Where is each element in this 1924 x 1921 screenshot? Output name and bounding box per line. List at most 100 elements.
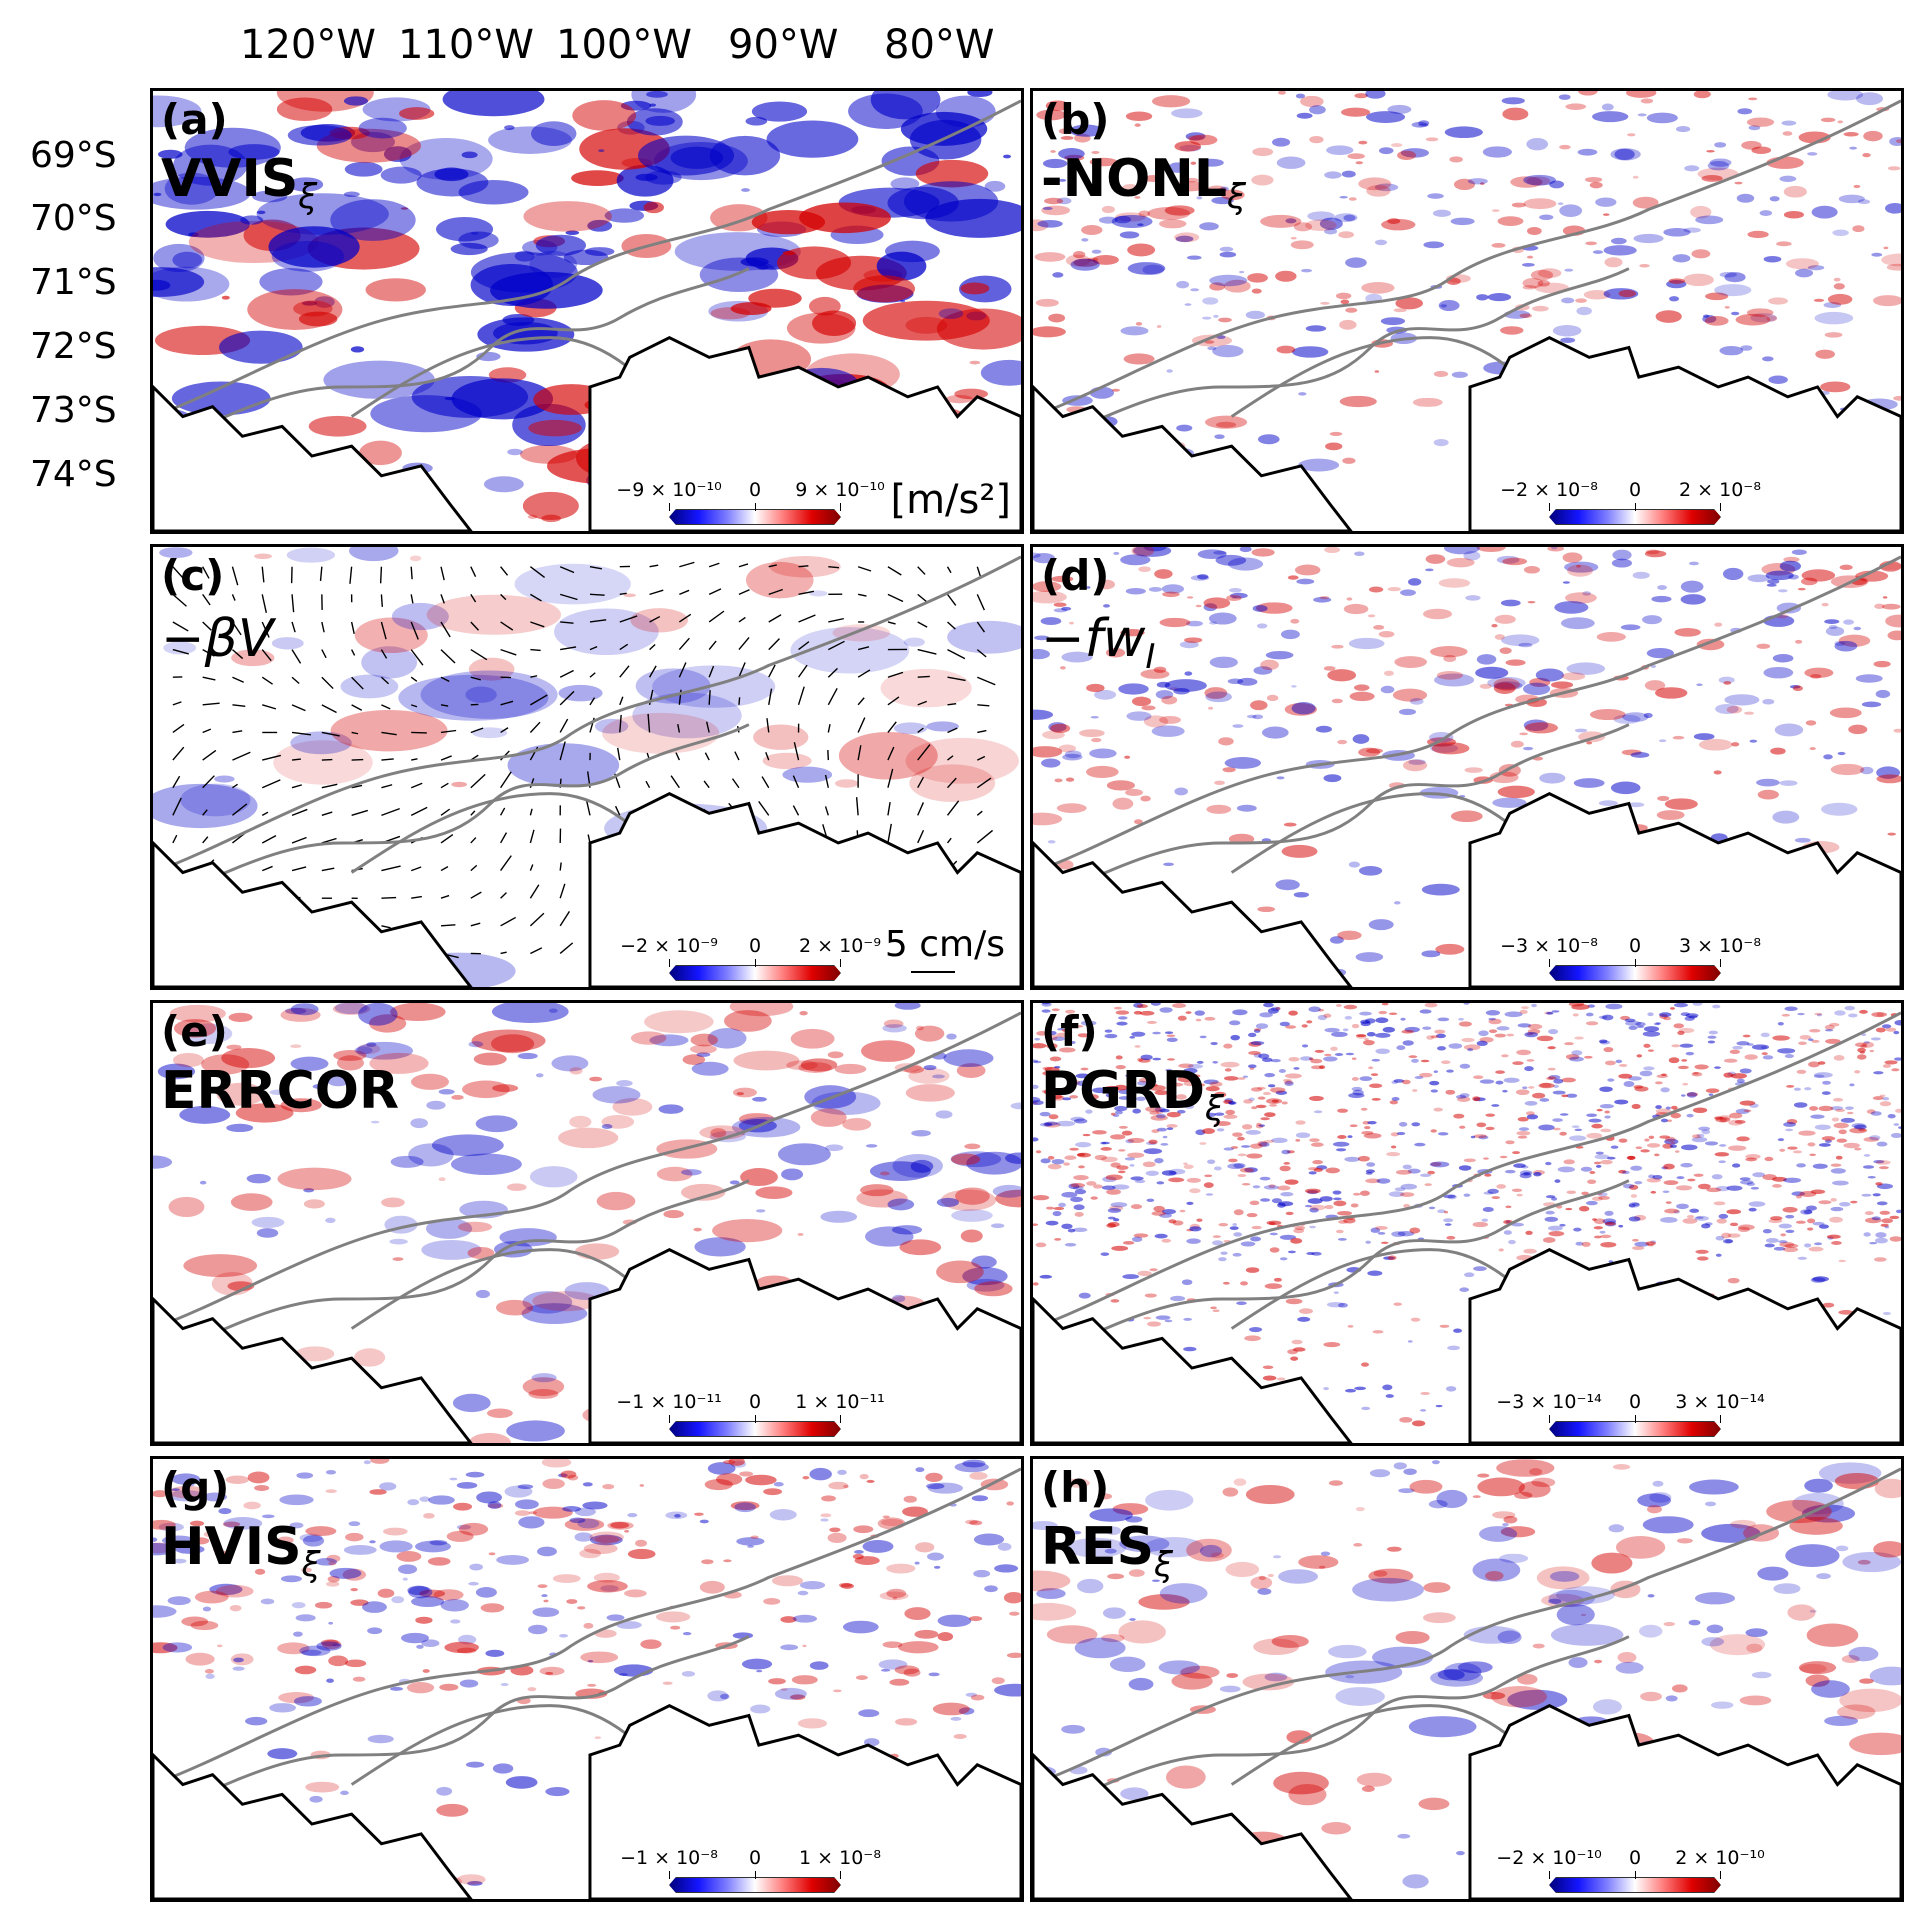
field-blob [1101, 1141, 1110, 1145]
field-blob [1220, 1251, 1228, 1255]
field-blob [1504, 1169, 1516, 1174]
field-blob [1205, 1193, 1214, 1196]
field-blob [1762, 1174, 1777, 1181]
field-blob [1196, 196, 1203, 200]
field-blob [1869, 1666, 1901, 1686]
lon-label-110w: 110°W [398, 22, 534, 68]
field-blob [1554, 1179, 1561, 1183]
field-blob [302, 1535, 325, 1547]
field-blob [1105, 1526, 1121, 1536]
field-blob [855, 1675, 868, 1680]
field-blob [1895, 1209, 1901, 1214]
field-blob [1370, 1073, 1379, 1077]
field-blob [780, 1616, 797, 1623]
field-blob [1230, 592, 1248, 599]
field-blob [1482, 1207, 1494, 1212]
panel-b: (b) -NONLξ −2 × 10⁻⁸ 0 2 × 10⁻⁸ [1030, 88, 1904, 534]
field-blob [1399, 1416, 1413, 1423]
field-blob [1730, 311, 1740, 316]
field-blob [1248, 1051, 1261, 1055]
field-blob [1137, 223, 1144, 226]
field-blob [1721, 1232, 1732, 1239]
field-blob [1768, 375, 1788, 385]
field-blob [1184, 637, 1203, 643]
field-blob [1309, 1204, 1326, 1211]
field-blob [1573, 1227, 1582, 1232]
field-blob [517, 1484, 534, 1490]
bathymetry-contour [1033, 99, 1901, 418]
field-blob [1132, 696, 1152, 707]
field-blob [1385, 1394, 1394, 1398]
velocity-arrow [202, 728, 212, 734]
field-blob [439, 1683, 459, 1691]
field-blob [658, 1104, 684, 1114]
field-blob [1142, 264, 1165, 275]
field-blob [1209, 656, 1238, 669]
bathymetry-contour [1033, 1467, 1901, 1786]
field-blob [905, 737, 1019, 784]
field-blob [1344, 1015, 1353, 1020]
field-blob [1807, 1227, 1814, 1231]
velocity-arrow [291, 731, 311, 736]
field-blob [880, 1668, 891, 1672]
field-blob [1044, 197, 1064, 205]
field-blob [504, 125, 515, 131]
field-blob [1138, 1594, 1190, 1610]
colorbar-tick-neg-d [1549, 959, 1550, 967]
field-blob [1335, 292, 1352, 300]
bathymetry-contour [153, 267, 750, 448]
field-blob [1680, 1162, 1693, 1168]
field-blob [914, 1629, 939, 1639]
velocity-arrow [947, 755, 954, 761]
field-blob [971, 1255, 997, 1269]
field-blob [1089, 748, 1117, 759]
velocity-arrow [679, 589, 690, 595]
field-map-c [153, 547, 1021, 987]
field-blob [1796, 1069, 1807, 1074]
field-blob [1783, 210, 1804, 219]
field-blob [662, 1681, 673, 1685]
velocity-arrow [291, 621, 296, 633]
field-blob [1701, 1129, 1711, 1135]
field-blob [745, 116, 768, 126]
velocity-arrow [649, 589, 664, 596]
velocity-arrow [738, 637, 750, 651]
field-blob [1527, 1023, 1543, 1030]
field-blob [1233, 1478, 1247, 1486]
field-blob [951, 1209, 993, 1222]
field-blob [1835, 1155, 1843, 1160]
field-blob [587, 1580, 628, 1593]
field-blob [1663, 1180, 1679, 1186]
field-blob [1281, 844, 1318, 858]
field-blob [1351, 1076, 1359, 1081]
field-blob [1585, 1021, 1599, 1026]
field-blob [612, 1098, 653, 1116]
field-blob [276, 97, 333, 121]
field-blob [997, 1542, 1012, 1551]
colorbar-e: −1 × 10⁻¹¹ 0 1 × 10⁻¹¹ [616, 1391, 885, 1437]
field-blob [1111, 1245, 1129, 1251]
field-blob [1793, 1087, 1801, 1091]
velocity-arrow [678, 637, 690, 651]
field-blob [882, 1515, 890, 1519]
field-blob [1672, 735, 1685, 740]
field-blob [1860, 1044, 1868, 1049]
field-blob [1475, 666, 1509, 679]
field-blob [1785, 1544, 1840, 1568]
field-blob [969, 1472, 988, 1480]
velocity-arrow [559, 911, 571, 927]
field-blob [302, 301, 318, 306]
field-blob [1041, 1089, 1051, 1094]
velocity-arrow [619, 714, 622, 733]
field-blob [1119, 231, 1140, 239]
velocity-arrow [798, 614, 816, 623]
field-blob [1348, 1092, 1365, 1099]
field-blob [1818, 1200, 1832, 1205]
field-blob [1842, 1551, 1901, 1573]
field-blob [595, 1535, 620, 1544]
field-blob [1701, 1223, 1711, 1229]
field-blob [618, 1673, 629, 1676]
field-blob [228, 1012, 253, 1023]
field-blob [153, 1605, 177, 1618]
field-blob [1033, 552, 1041, 558]
